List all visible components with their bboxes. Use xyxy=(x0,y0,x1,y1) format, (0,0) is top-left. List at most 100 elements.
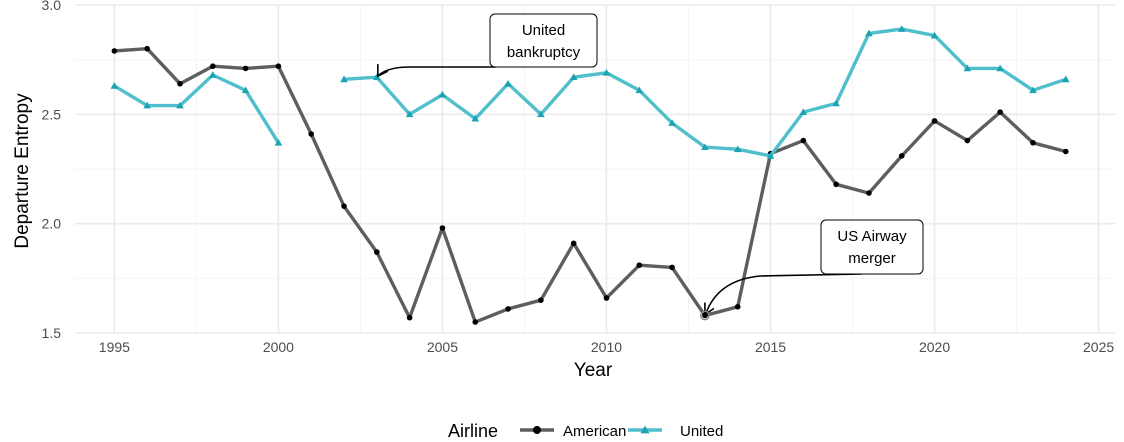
data-point xyxy=(931,118,938,124)
data-point xyxy=(438,90,447,98)
y-tick-label: 1.5 xyxy=(42,325,62,341)
highlight-point xyxy=(700,310,710,321)
annotation-layer: United bankruptcy US Airway merger xyxy=(377,13,924,321)
series-american xyxy=(111,45,1069,325)
data-point xyxy=(832,99,840,107)
data-point xyxy=(308,131,315,137)
y-axis-ticks: 1.5 2.0 2.5 3.0 xyxy=(42,0,62,341)
x-tick-label: 2025 xyxy=(1083,339,1114,355)
series-line xyxy=(113,73,280,144)
data-point xyxy=(833,181,839,188)
x-tick-label: 2000 xyxy=(263,339,294,355)
series-line xyxy=(114,47,1067,324)
data-point xyxy=(111,48,118,54)
x-tick-label: 1995 xyxy=(99,339,130,355)
data-point xyxy=(274,138,283,146)
data-point xyxy=(209,63,216,70)
y-axis-title: Departure Entropy xyxy=(12,93,33,249)
data-point xyxy=(1061,75,1070,83)
data-point xyxy=(242,65,249,72)
data-point xyxy=(766,152,775,159)
grid xyxy=(75,4,1115,334)
annotation-text: United xyxy=(522,22,565,39)
data-point xyxy=(996,64,1004,72)
data-point xyxy=(405,110,414,118)
series-line xyxy=(343,27,1067,158)
annotation-arrow xyxy=(378,66,496,76)
data-point xyxy=(505,306,511,312)
annotation-box xyxy=(820,219,924,275)
data-point xyxy=(898,153,905,159)
data-point xyxy=(374,249,380,255)
data-point xyxy=(602,68,611,76)
data-point xyxy=(177,80,183,87)
data-point xyxy=(504,79,512,87)
annotation-arrowhead xyxy=(377,64,389,78)
data-point xyxy=(734,303,741,310)
annotation-text: merger xyxy=(848,250,896,267)
legend-title: Airline xyxy=(448,421,498,441)
data-point xyxy=(963,64,972,72)
annotation-box xyxy=(489,13,598,68)
annotation-text: US Airway xyxy=(837,228,907,245)
y-tick-label: 2.0 xyxy=(42,216,62,232)
data-point xyxy=(439,225,446,231)
data-point xyxy=(668,119,676,126)
x-axis-ticks: 1995 2000 2005 2010 2015 2020 2025 xyxy=(99,339,1115,355)
legend-label: American xyxy=(563,423,626,440)
y-tick-label: 3.0 xyxy=(42,0,62,13)
data-point xyxy=(1029,86,1037,94)
data-point xyxy=(733,145,742,153)
data-point xyxy=(800,137,807,144)
x-axis-title: Year xyxy=(574,360,613,381)
legend-swatch-marker xyxy=(640,425,650,434)
data-point xyxy=(208,71,217,78)
data-point xyxy=(341,203,347,209)
data-point xyxy=(701,143,709,150)
data-point xyxy=(373,73,381,81)
annotation-text: bankruptcy xyxy=(507,44,581,61)
data-point xyxy=(537,110,545,118)
data-point xyxy=(144,45,150,52)
data-point xyxy=(930,31,939,39)
x-tick-label: 2010 xyxy=(591,339,622,355)
data-point xyxy=(340,75,348,83)
data-point xyxy=(275,63,282,70)
data-point xyxy=(241,86,250,94)
x-tick-label: 2020 xyxy=(919,339,950,355)
data-point xyxy=(1030,139,1036,146)
data-point xyxy=(964,137,971,144)
data-point xyxy=(406,314,413,321)
data-point xyxy=(635,86,644,94)
data-point xyxy=(897,25,906,32)
x-tick-label: 2015 xyxy=(755,339,786,355)
data-point xyxy=(570,240,577,247)
y-tick-label: 2.5 xyxy=(42,106,62,122)
legend-item-united: United xyxy=(628,423,723,440)
legend-label: United xyxy=(680,423,723,440)
data-point xyxy=(636,262,643,269)
legend: Airline American United xyxy=(448,421,723,441)
legend-item-american: American xyxy=(520,423,626,440)
series-layer xyxy=(110,25,1070,325)
data-point xyxy=(143,101,151,109)
data-point xyxy=(866,190,872,196)
series-united xyxy=(110,25,1070,159)
data-point xyxy=(997,109,1003,115)
annotation-arrow xyxy=(705,273,863,314)
annotation-2: US Airway merger xyxy=(705,219,924,314)
data-point xyxy=(110,82,119,89)
data-point xyxy=(799,108,808,115)
data-point xyxy=(176,101,184,109)
annotation-1: United bankruptcy xyxy=(378,13,598,76)
annotation-arrowhead xyxy=(704,302,715,317)
data-point xyxy=(472,319,479,325)
x-tick-label: 2005 xyxy=(427,339,458,355)
data-point xyxy=(471,114,480,122)
legend-swatch-marker xyxy=(533,426,541,434)
data-point xyxy=(538,297,544,304)
data-point xyxy=(669,264,675,271)
data-point xyxy=(569,73,578,81)
data-point xyxy=(865,29,873,37)
